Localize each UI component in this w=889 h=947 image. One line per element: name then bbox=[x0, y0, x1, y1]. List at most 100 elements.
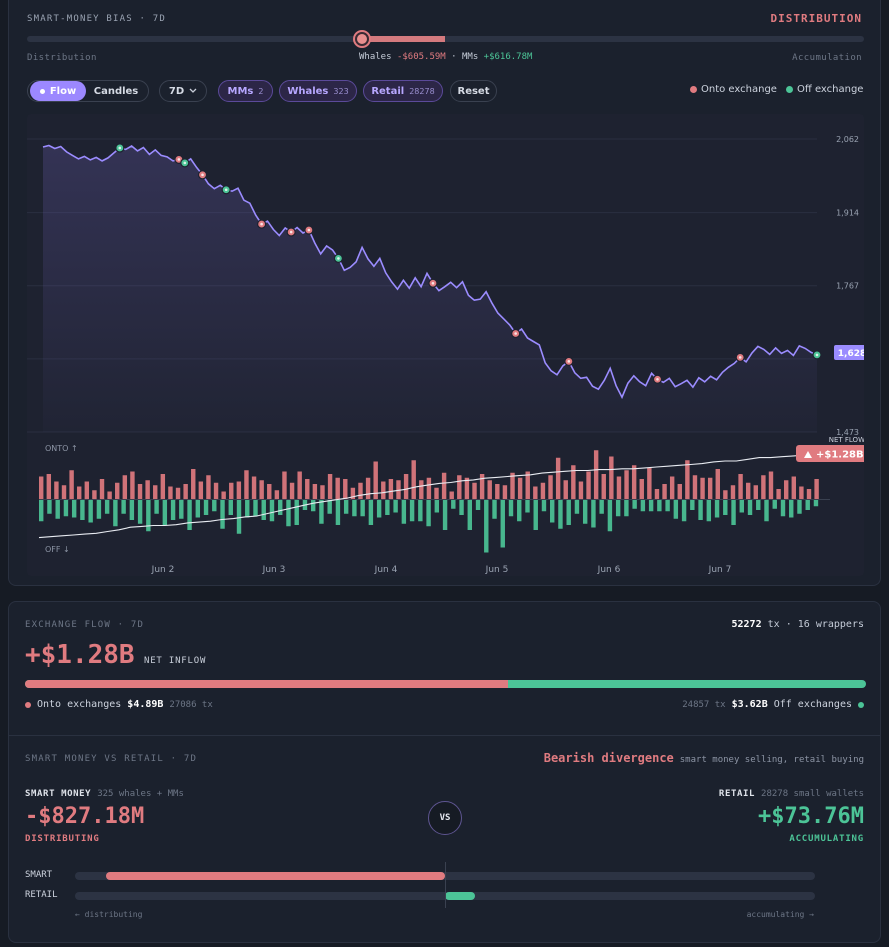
outflow-bar bbox=[418, 500, 423, 522]
divergence-status: Bearish divergence smart money selling, … bbox=[544, 751, 864, 765]
outflow-bar bbox=[508, 500, 514, 517]
outflow-bar bbox=[245, 500, 250, 518]
inflow-bar bbox=[723, 490, 728, 499]
inflow-bar bbox=[388, 479, 394, 499]
smart-money-bias-card: SMART-MONEY BIAS · 7D DISTRIBUTION Distr… bbox=[8, 0, 881, 586]
period-select[interactable]: 7D bbox=[159, 80, 207, 102]
marker-core bbox=[118, 146, 122, 150]
outflow-bar bbox=[665, 500, 670, 512]
outflow-bar bbox=[574, 500, 580, 514]
y-tick-label: 2,062 bbox=[836, 135, 859, 144]
marker-core bbox=[289, 230, 293, 234]
bias-separator: · bbox=[451, 52, 457, 62]
inflow-bar bbox=[730, 485, 736, 499]
outflow-bar bbox=[187, 500, 192, 530]
inflow-bar bbox=[700, 477, 705, 499]
filter-retail[interactable]: Retail 28278 bbox=[363, 80, 443, 102]
outflow-bar bbox=[39, 500, 44, 522]
outflow-bar bbox=[813, 500, 819, 507]
inflow-bar bbox=[487, 480, 492, 499]
inflow-bar bbox=[814, 479, 819, 499]
inflow-bar bbox=[122, 475, 128, 499]
filter-mms-label: MMs bbox=[227, 85, 254, 97]
inflow-bar bbox=[647, 467, 652, 499]
marker-core bbox=[567, 360, 571, 363]
marker-core bbox=[183, 161, 187, 165]
outflow-bar bbox=[261, 500, 266, 520]
tab-candles[interactable]: Candles bbox=[87, 80, 145, 102]
inflow-bar bbox=[419, 480, 424, 499]
inflow-bar bbox=[107, 491, 112, 499]
filter-whales-count: 323 bbox=[333, 86, 349, 96]
marker-core bbox=[431, 281, 435, 285]
smart-status: DISTRIBUTING bbox=[25, 834, 100, 844]
tab-flow[interactable]: Flow bbox=[30, 81, 86, 101]
outflow-bar bbox=[71, 500, 77, 518]
inflow-bar bbox=[479, 474, 485, 499]
outflow-bar bbox=[582, 500, 588, 524]
inflow-bar bbox=[153, 485, 158, 499]
inflow-bar bbox=[175, 487, 181, 499]
outflow-bar bbox=[599, 500, 604, 514]
flow-active-icon bbox=[39, 88, 45, 94]
tx-separator: · bbox=[785, 619, 792, 630]
outflow-bar bbox=[228, 500, 233, 515]
outflow-bar bbox=[434, 500, 440, 513]
reset-button[interactable]: Reset bbox=[450, 80, 497, 102]
retail-sub: 28278 small wallets bbox=[761, 789, 864, 799]
off-tx: 24857 tx bbox=[682, 699, 726, 710]
inflow-bar bbox=[555, 457, 561, 499]
inflow-bar bbox=[495, 484, 500, 499]
inflow-bar bbox=[692, 475, 698, 499]
view-toggle bbox=[27, 80, 149, 102]
bias-track bbox=[27, 32, 864, 46]
outflow-bar bbox=[640, 500, 646, 512]
marker-core bbox=[224, 188, 228, 192]
outflow-bar bbox=[129, 500, 135, 520]
inflow-bar bbox=[411, 460, 416, 499]
filter-whales[interactable]: Whales 323 bbox=[279, 80, 357, 102]
inflow-bar bbox=[244, 470, 249, 499]
tx-summary: 52272 tx · 16 wrappers bbox=[731, 619, 864, 630]
marker-core bbox=[260, 222, 263, 226]
outflow-bar bbox=[310, 500, 316, 512]
outflow-bar bbox=[154, 500, 159, 514]
net-flow-value: +$1.28B bbox=[816, 450, 864, 461]
outflow-bar bbox=[615, 500, 621, 517]
marker-core bbox=[307, 228, 311, 232]
inflow-bar bbox=[502, 485, 508, 499]
outflow-bar bbox=[467, 500, 472, 530]
inflow-bar bbox=[267, 484, 272, 499]
inflow-bar bbox=[791, 476, 797, 499]
outflow-bar bbox=[162, 500, 168, 525]
inflow-bar bbox=[289, 482, 295, 499]
net-inflow-label: NET INFLOW bbox=[144, 656, 207, 666]
outflow-bar bbox=[278, 500, 283, 515]
inflow-bar bbox=[206, 475, 211, 499]
outflow-bar bbox=[352, 500, 357, 517]
legend-off: Off exchange bbox=[786, 84, 863, 95]
smart-retail-title: SMART MONEY VS RETAIL · 7D bbox=[25, 754, 198, 764]
outflow-bar bbox=[648, 500, 654, 512]
outflow-bar bbox=[558, 500, 563, 529]
outflow-bar bbox=[401, 500, 407, 524]
price-flow-chart[interactable]: 2,062 1,914 1,767 1,473 Jun 2 Jun 3 Jun 4 Jun 5… bbox=[27, 114, 870, 576]
outflow-bar bbox=[500, 500, 505, 548]
inflow-bar bbox=[540, 482, 546, 499]
outflow-bar bbox=[236, 500, 242, 534]
outflow-bar bbox=[63, 500, 69, 517]
section-divider bbox=[9, 735, 880, 736]
outflow-bar bbox=[492, 500, 497, 519]
x-tick-label: Jun 5 bbox=[485, 565, 509, 575]
filter-mms[interactable]: MMs 2 bbox=[218, 80, 273, 102]
outflow-bar bbox=[294, 500, 299, 525]
outflow-bar bbox=[475, 500, 481, 510]
off-dot-icon bbox=[786, 86, 793, 93]
off-label: Off exchanges bbox=[773, 699, 852, 710]
inflow-bar bbox=[39, 476, 44, 499]
inflow-bar bbox=[677, 484, 682, 499]
flow-onto-label: ONTO ↑ bbox=[45, 444, 78, 453]
inflow-bar bbox=[578, 481, 584, 499]
inflow-bar bbox=[472, 482, 477, 499]
outflow-bar bbox=[550, 500, 555, 523]
